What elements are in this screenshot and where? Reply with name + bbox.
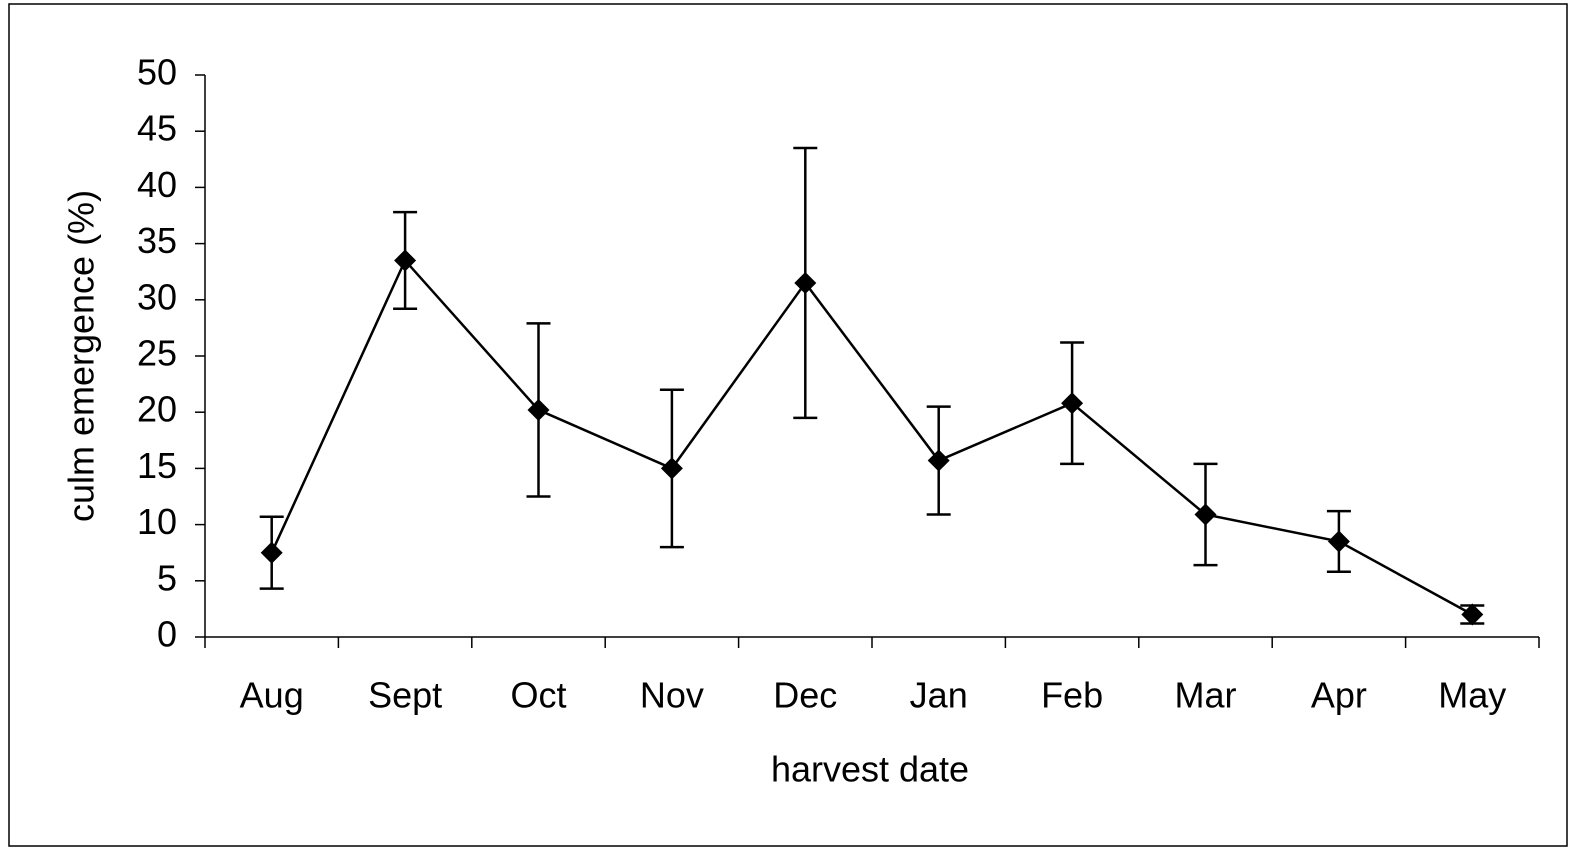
x-tick-label: Feb [1041, 675, 1103, 716]
marker [927, 449, 950, 472]
x-tick-label: May [1438, 675, 1506, 716]
marker [1194, 503, 1217, 526]
marker [794, 271, 817, 294]
x-tick-label: Sept [368, 675, 442, 716]
x-tick-label: Aug [240, 675, 304, 716]
y-tick-label: 30 [137, 276, 177, 317]
marker [1461, 603, 1484, 626]
marker [1327, 530, 1350, 553]
marker [527, 398, 550, 421]
y-tick-label: 35 [137, 220, 177, 261]
y-tick-label: 25 [137, 333, 177, 374]
chart-border [8, 3, 1568, 847]
y-axis-label: culm emergence (%) [61, 190, 102, 522]
x-tick-label: Mar [1175, 675, 1237, 716]
marker [1061, 392, 1084, 415]
marker [394, 249, 417, 272]
x-tick-label: Nov [640, 675, 704, 716]
x-tick-label: Dec [773, 675, 837, 716]
y-tick-label: 10 [137, 501, 177, 542]
x-tick-label: Apr [1311, 675, 1367, 716]
y-tick-label: 15 [137, 445, 177, 486]
y-tick-label: 50 [137, 52, 177, 93]
series-line [270, 258, 1473, 616]
marker [260, 541, 283, 564]
x-axis-label: harvest date [771, 749, 969, 790]
y-tick-label: 5 [157, 557, 177, 598]
marker [660, 457, 683, 480]
x-tick-label: Jan [910, 675, 968, 716]
y-tick-label: 0 [157, 614, 177, 655]
y-tick-label: 45 [137, 108, 177, 149]
x-tick-label: Oct [510, 675, 566, 716]
y-tick-label: 20 [137, 389, 177, 430]
y-tick-label: 40 [137, 164, 177, 205]
